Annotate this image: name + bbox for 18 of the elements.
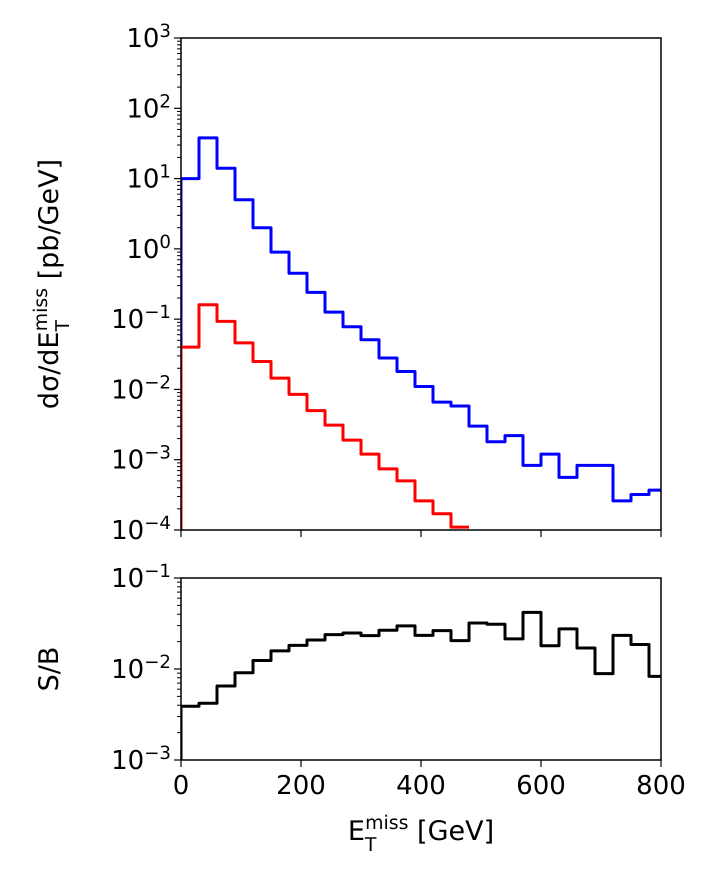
y-tick-label: 10$^{−2}$: [111, 372, 171, 406]
x-axis-title: E$_{T}$$^{miss}$ [GeV]: [348, 812, 494, 856]
y-tick-label: 10$^{0}$: [126, 231, 171, 265]
y-tick-label: 10$^{−1}$: [111, 302, 171, 336]
x-tick-label: 400: [396, 771, 446, 801]
y-tick-label: 10$^{−4}$: [111, 512, 171, 546]
y-tick-label: 10$^{−2}$: [111, 652, 171, 685]
y-tick-label: 10$^{−3}$: [111, 442, 171, 476]
x-tick-label: 200: [276, 771, 326, 801]
y-tick-label: 10$^{3}$: [126, 20, 171, 54]
x-tick-label: 600: [516, 771, 566, 801]
y-tick-label: 10$^{−3}$: [111, 742, 171, 776]
y-tick-label: 10$^{1}$: [126, 161, 171, 195]
x-tick-label: 0: [172, 771, 190, 801]
y-axis-title: S/B: [34, 646, 65, 692]
y-tick-label: 10$^{2}$: [126, 90, 171, 124]
x-tick-label: 800: [636, 771, 686, 801]
y-tick-label: 10$^{−1}$: [111, 560, 171, 594]
